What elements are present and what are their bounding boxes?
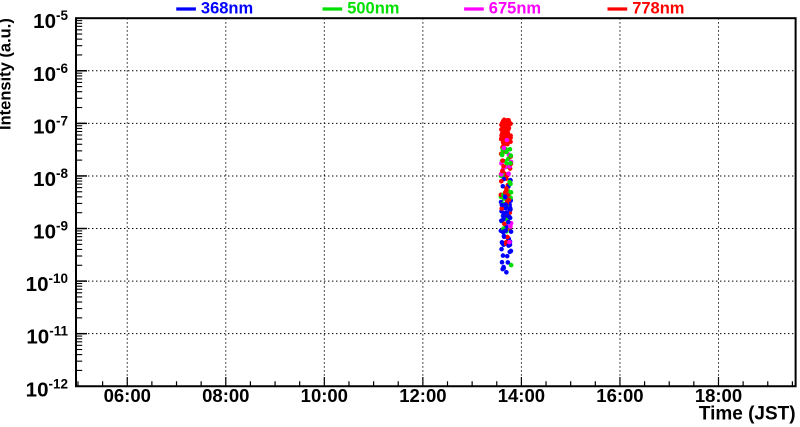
svg-text:Intensity (a.u.): Intensity (a.u.) [0,18,15,130]
svg-text:12:00: 12:00 [399,385,446,406]
svg-text:14:00: 14:00 [498,385,545,406]
svg-text:10-11: 10-11 [26,324,68,349]
svg-text:06:00: 06:00 [104,385,151,406]
svg-text:Time (JST): Time (JST) [699,404,796,425]
svg-text:10-12: 10-12 [26,377,68,402]
svg-text:10-5: 10-5 [33,9,68,34]
svg-text:675nm: 675nm [489,0,541,18]
svg-text:368nm: 368nm [201,0,253,18]
svg-text:10-10: 10-10 [26,271,68,296]
svg-text:10-9: 10-9 [33,219,68,244]
svg-text:16:00: 16:00 [596,385,643,406]
svg-text:10-8: 10-8 [33,166,68,191]
svg-text:500nm: 500nm [347,0,399,18]
svg-text:778nm: 778nm [632,0,684,18]
svg-text:10-6: 10-6 [33,61,68,86]
svg-text:10-7: 10-7 [33,114,68,139]
svg-text:08:00: 08:00 [202,385,249,406]
svg-text:10:00: 10:00 [301,385,348,406]
